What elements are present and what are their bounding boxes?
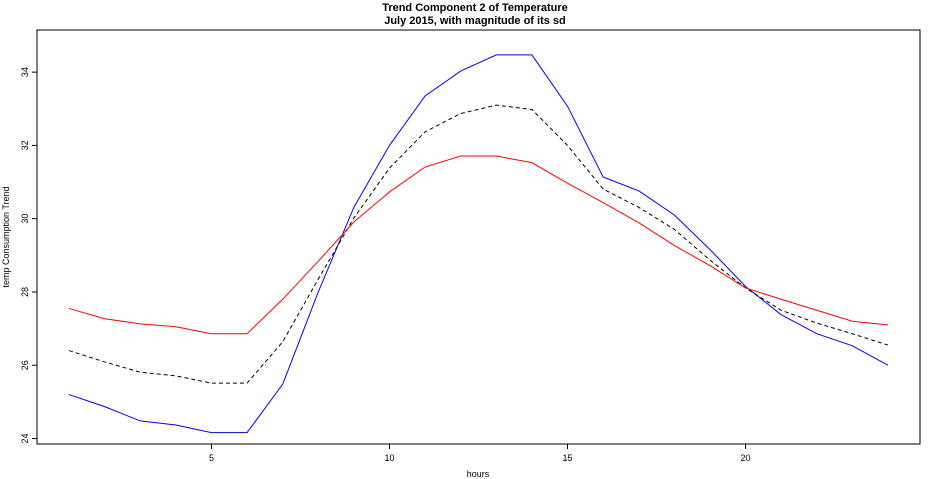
series-line-3 [68,155,889,335]
x-tick-label: 20 [741,453,751,463]
y-tick-label: 34 [20,67,30,77]
y-tick-label: 26 [20,360,30,370]
x-tick-label: 10 [384,453,394,463]
y-axis-label: temp Consumption Trend [1,186,11,287]
series-line-1 [68,54,889,434]
y-tick-label: 32 [20,140,30,150]
x-tick-label: 5 [209,453,214,463]
plot-frame [36,29,921,445]
series-layer [68,54,889,434]
x-tick-label: 15 [563,453,573,463]
y-tick-label: 28 [20,287,30,297]
x-axis: 5 10 15 20 [209,444,751,463]
y-tick-label: 30 [20,214,30,224]
series-line-2 [68,104,889,384]
chart-title: Trend Component 2 of Temperature [382,2,568,14]
y-tick-label: 24 [20,433,30,443]
chart-subtitle: July 2015, with magnitude of its sd [384,15,566,27]
y-axis: 24 26 28 30 32 34 [20,67,37,444]
x-axis-label: hours [467,469,490,479]
